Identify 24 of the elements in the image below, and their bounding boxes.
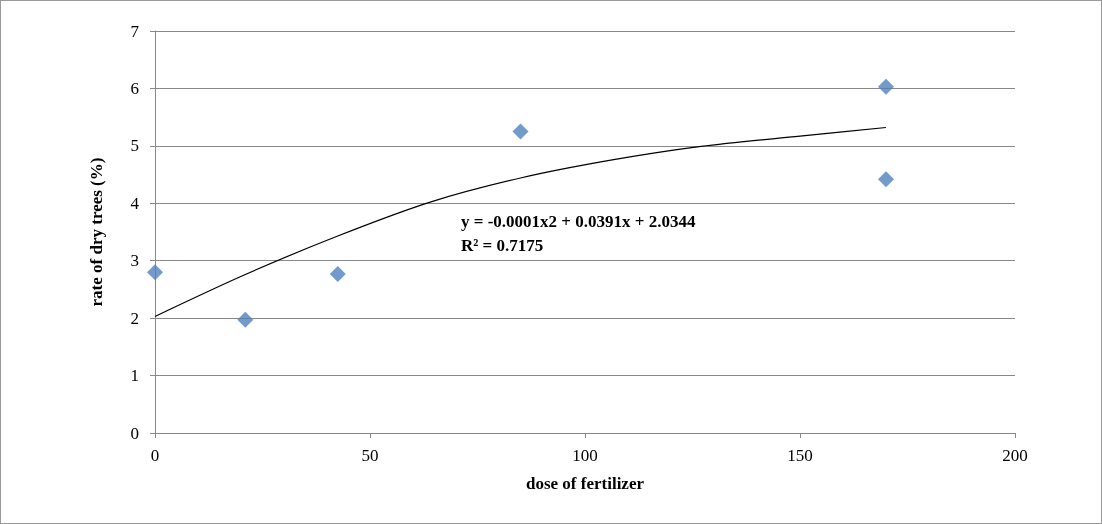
point	[878, 78, 894, 95]
point	[237, 311, 254, 328]
point	[329, 265, 346, 282]
point	[878, 171, 894, 188]
x-tick-label: 50	[361, 446, 379, 465]
y-tick-label: 1	[130, 366, 139, 386]
annotation: y = -0.0001x2 + 0.0391x + 2.0344	[461, 212, 696, 231]
x-tick-label: 100	[572, 446, 598, 465]
y-tick-label: 6	[130, 78, 139, 98]
y-tick-label: 2	[130, 308, 139, 328]
point	[512, 123, 529, 140]
y-axis-title: rate of dry trees (%)	[87, 157, 106, 307]
y-tick-label: 7	[130, 21, 140, 41]
point	[147, 264, 163, 281]
y-tick-label: 0	[130, 423, 139, 443]
x-axis-title: dose of fertilizer	[526, 474, 645, 493]
line-series	[154, 126, 887, 318]
y-tick-label: 5	[130, 136, 139, 156]
x-tick-label: 200	[1002, 446, 1028, 465]
y-tick-label: 3	[130, 251, 139, 271]
x-tick-label: 150	[787, 446, 813, 465]
x-tick-label: 0	[150, 446, 160, 465]
y-tick-label: 4	[130, 193, 140, 213]
annotation: R² = 0.7175	[461, 236, 544, 255]
